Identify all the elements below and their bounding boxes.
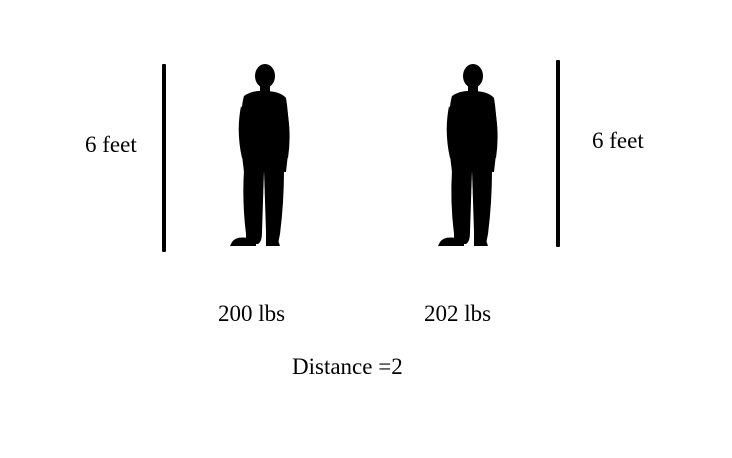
right-height-label: 6 feet xyxy=(592,128,644,153)
left-height-label: 6 feet xyxy=(85,132,137,157)
left-height-bar xyxy=(162,64,166,252)
distance-label: Distance =2 xyxy=(292,354,403,379)
right-person-silhouette-icon xyxy=(438,64,498,246)
right-height-bar xyxy=(556,60,560,247)
left-weight-label: 200 lbs xyxy=(218,301,286,326)
right-weight-label: 202 lbs xyxy=(424,301,492,326)
left-person-silhouette-icon xyxy=(230,64,290,246)
